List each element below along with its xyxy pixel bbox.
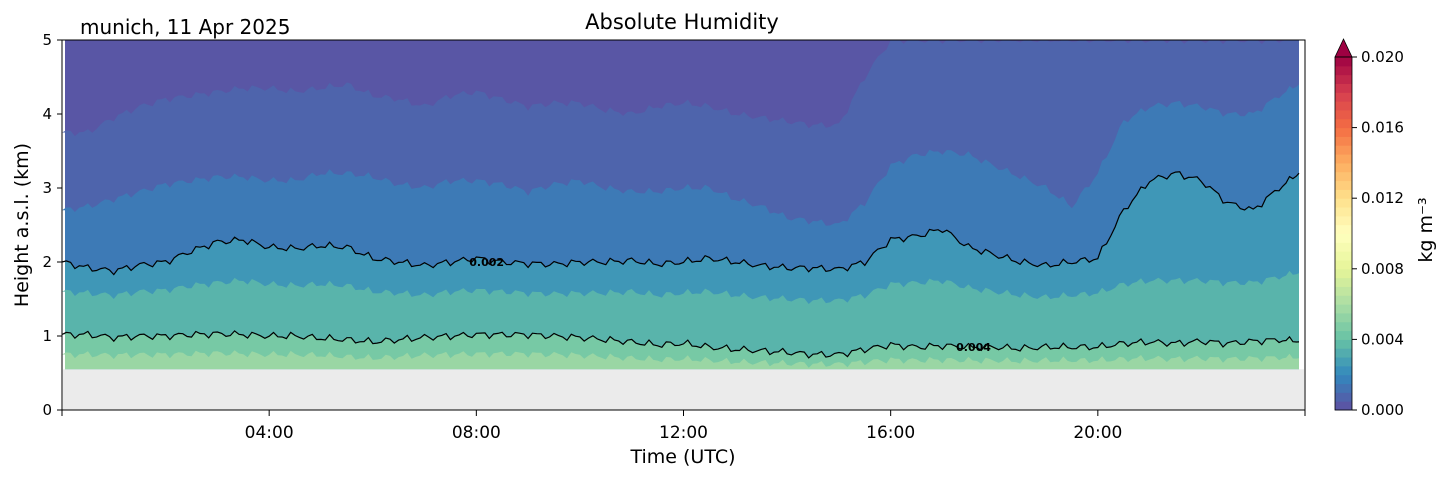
y-tick-label-4: 4 [42, 105, 52, 123]
x-axis: 04:00 08:00 12:00 16:00 20:00 [61, 410, 1306, 443]
colorbar-step [1335, 286, 1352, 296]
colorbar-step [1335, 154, 1352, 164]
no-data-region [63, 369, 1304, 410]
chart-title: Absolute Humidity [585, 10, 779, 34]
location-date-label: munich, 11 Apr 2025 [80, 15, 290, 39]
colorbar-step [1335, 127, 1352, 137]
colorbar-step [1335, 242, 1352, 252]
colorbar-step [1335, 330, 1352, 340]
colorbar-step [1335, 162, 1352, 173]
x-tick-label-4: 04:00 [245, 423, 294, 443]
colorbar-step [1335, 374, 1352, 385]
humidity-fill-bands [62, 40, 1299, 370]
colorbar-step [1335, 259, 1352, 270]
y-axis-label: Height a.s.l. (km) [11, 143, 33, 307]
contour-label-0.002: 0.002 [469, 256, 504, 269]
colorbar-step [1335, 251, 1352, 261]
colorbar-tick-label: 0.012 [1361, 189, 1404, 207]
x-tick-label-16: 16:00 [866, 423, 915, 443]
y-axis: 0 1 2 3 4 5 [42, 31, 62, 419]
colorbar: 0.000 0.004 0.008 0.012 0.016 0.020 [1334, 38, 1404, 419]
colorbar-tick-label: 0.008 [1361, 260, 1404, 278]
colorbar-tick-label: 0.016 [1361, 119, 1404, 137]
x-axis-label: Time (UTC) [629, 446, 735, 468]
contour-line-0.004 [61, 330, 1300, 359]
colorbar-step [1335, 215, 1352, 226]
colorbar-step [1335, 401, 1352, 411]
y-tick-label-2: 2 [42, 253, 52, 271]
colorbar-step [1335, 295, 1352, 305]
contour-lines: 0.002 0.004 [61, 171, 1300, 359]
colorbar-step [1335, 101, 1352, 111]
colorbar-step [1335, 233, 1352, 243]
colorbar-step [1335, 74, 1352, 84]
colorbar-step [1335, 304, 1352, 314]
colorbar-step [1335, 339, 1352, 349]
colorbar-step [1335, 383, 1352, 393]
x-tick-label-12: 12:00 [659, 423, 708, 443]
colorbar-step [1335, 357, 1352, 367]
colorbar-step [1335, 57, 1352, 67]
colorbar-step [1335, 145, 1352, 155]
colorbar-step [1335, 277, 1352, 287]
colorbar-frame [1334, 56, 1353, 411]
colorbar-step [1335, 321, 1352, 332]
colorbar-label: kg m⁻³ [1415, 197, 1437, 262]
colorbar-step [1335, 92, 1352, 102]
colorbar-step [1335, 348, 1352, 358]
colorbar-step [1335, 118, 1352, 129]
contour-label-0.004: 0.004 [956, 341, 991, 354]
colorbar-step [1335, 207, 1352, 217]
colorbar-tick-label: 0.020 [1361, 48, 1404, 66]
colorbar-step [1335, 198, 1352, 208]
contour-line-0.002 [61, 171, 1300, 276]
colorbar-tick-label: 0.004 [1361, 330, 1404, 348]
colorbar-step [1335, 136, 1352, 146]
colorbar-step [1335, 109, 1352, 120]
y-tick-label-5: 5 [42, 31, 52, 49]
band-above-0.005 [62, 350, 1299, 370]
x-tick-label-8: 08:00 [452, 423, 501, 443]
colorbar-tick-label: 0.000 [1361, 401, 1404, 419]
colorbar-extend-arrow [1334, 38, 1353, 58]
y-tick-label-1: 1 [42, 327, 52, 345]
colorbar-step [1335, 392, 1352, 402]
colorbar-step [1335, 171, 1352, 182]
colorbar-step [1335, 365, 1352, 376]
colorbar-step [1335, 180, 1352, 190]
x-tick-label-20: 20:00 [1073, 423, 1122, 443]
colorbar-step [1335, 65, 1352, 76]
y-tick-label-3: 3 [42, 179, 52, 197]
colorbar-step [1335, 268, 1352, 279]
colorbar-step [1335, 189, 1352, 199]
colorbar-step [1335, 83, 1352, 93]
colorbar-step [1335, 224, 1352, 234]
plot-area: 0.002 0.004 [61, 39, 1306, 411]
y-tick-label-0: 0 [42, 401, 52, 419]
colorbar-step [1335, 312, 1352, 323]
